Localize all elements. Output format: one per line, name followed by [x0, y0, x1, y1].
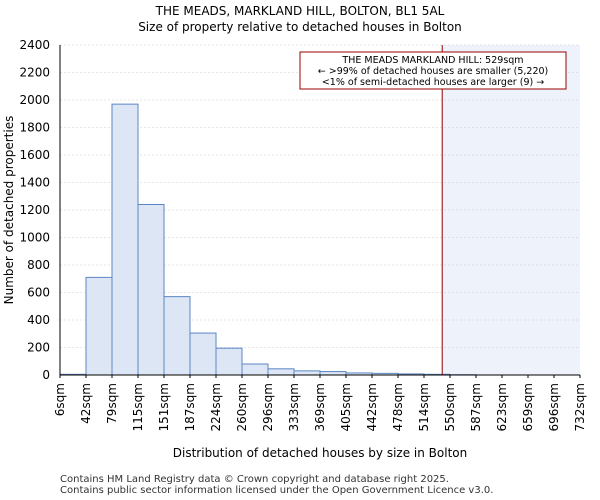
x-tick-label: 514sqm [417, 383, 431, 431]
annotation-box [299, 51, 567, 90]
x-tick-label: 550sqm [443, 383, 457, 431]
x-tick-label: 659sqm [521, 383, 535, 431]
x-tick-label: 6sqm [53, 383, 67, 416]
x-tick-label: 187sqm [183, 383, 197, 431]
bar [85, 276, 113, 376]
x-tick-label: 42sqm [79, 383, 93, 424]
highlight-region [442, 45, 580, 375]
bar [267, 368, 295, 376]
y-tick-label: 1200 [19, 203, 50, 217]
bar [163, 296, 191, 376]
x-tick-label: 260sqm [235, 383, 249, 431]
y-tick-label: 200 [27, 341, 50, 355]
y-tick-label: 1600 [19, 148, 50, 162]
footer-licence: Contains public sector information licen… [60, 485, 494, 496]
x-tick-label: 478sqm [391, 383, 405, 431]
x-tick-label: 224sqm [209, 383, 223, 431]
chart: 0 200 400 600 800 1000 1200 1400 1600 1800 2000 220… [2, 38, 587, 460]
x-tick-label: 696sqm [547, 383, 561, 431]
bar [189, 332, 217, 376]
x-tick-label: 732sqm [573, 383, 587, 431]
bar [111, 103, 139, 376]
footer-copyright: Contains HM Land Registry data © Crown c… [60, 474, 449, 485]
x-tick-label: 79sqm [105, 383, 119, 424]
x-axis-label: Distribution of detached houses by size … [173, 446, 467, 460]
bar [215, 347, 243, 376]
chart-subtitle: Size of property relative to detached ho… [138, 20, 462, 34]
annotation-smaller: ← >99% of detached houses are smaller (5… [318, 66, 549, 77]
x-tick-label: 587sqm [469, 383, 483, 431]
y-tick-label: 600 [27, 286, 50, 300]
x-tick-label: 369sqm [313, 383, 327, 431]
y-tick-label: 2200 [19, 66, 50, 80]
x-tick-label: 405sqm [339, 383, 353, 431]
x-tick-label: 296sqm [261, 383, 275, 431]
y-tick-label: 2400 [19, 38, 50, 52]
x-tick-label: 442sqm [365, 383, 379, 431]
bar [319, 371, 347, 376]
x-tick-label: 623sqm [495, 383, 509, 431]
x-tick-label: 151sqm [157, 383, 171, 431]
y-axis-label: Number of detached properties [2, 116, 16, 305]
annotation-larger: <1% of semi-detached houses are larger (… [322, 77, 544, 88]
bar [241, 363, 269, 376]
y-tick-label: 400 [27, 313, 50, 327]
bar [137, 204, 165, 376]
y-tick-label: 2000 [19, 93, 50, 107]
y-tick-label: 1000 [19, 231, 50, 245]
chart-title: THE MEADS, MARKLAND HILL, BOLTON, BL1 5A… [155, 4, 445, 18]
x-tick-label: 333sqm [287, 383, 301, 431]
bar [293, 370, 321, 376]
y-tick-label: 0 [42, 368, 50, 382]
y-tick-label: 1800 [19, 121, 50, 135]
y-tick-label: 1400 [19, 176, 50, 190]
annotation-title: THE MEADS MARKLAND HILL: 529sqm [341, 55, 523, 66]
x-tick-label: 115sqm [131, 383, 145, 431]
y-tick-label: 800 [27, 258, 50, 272]
